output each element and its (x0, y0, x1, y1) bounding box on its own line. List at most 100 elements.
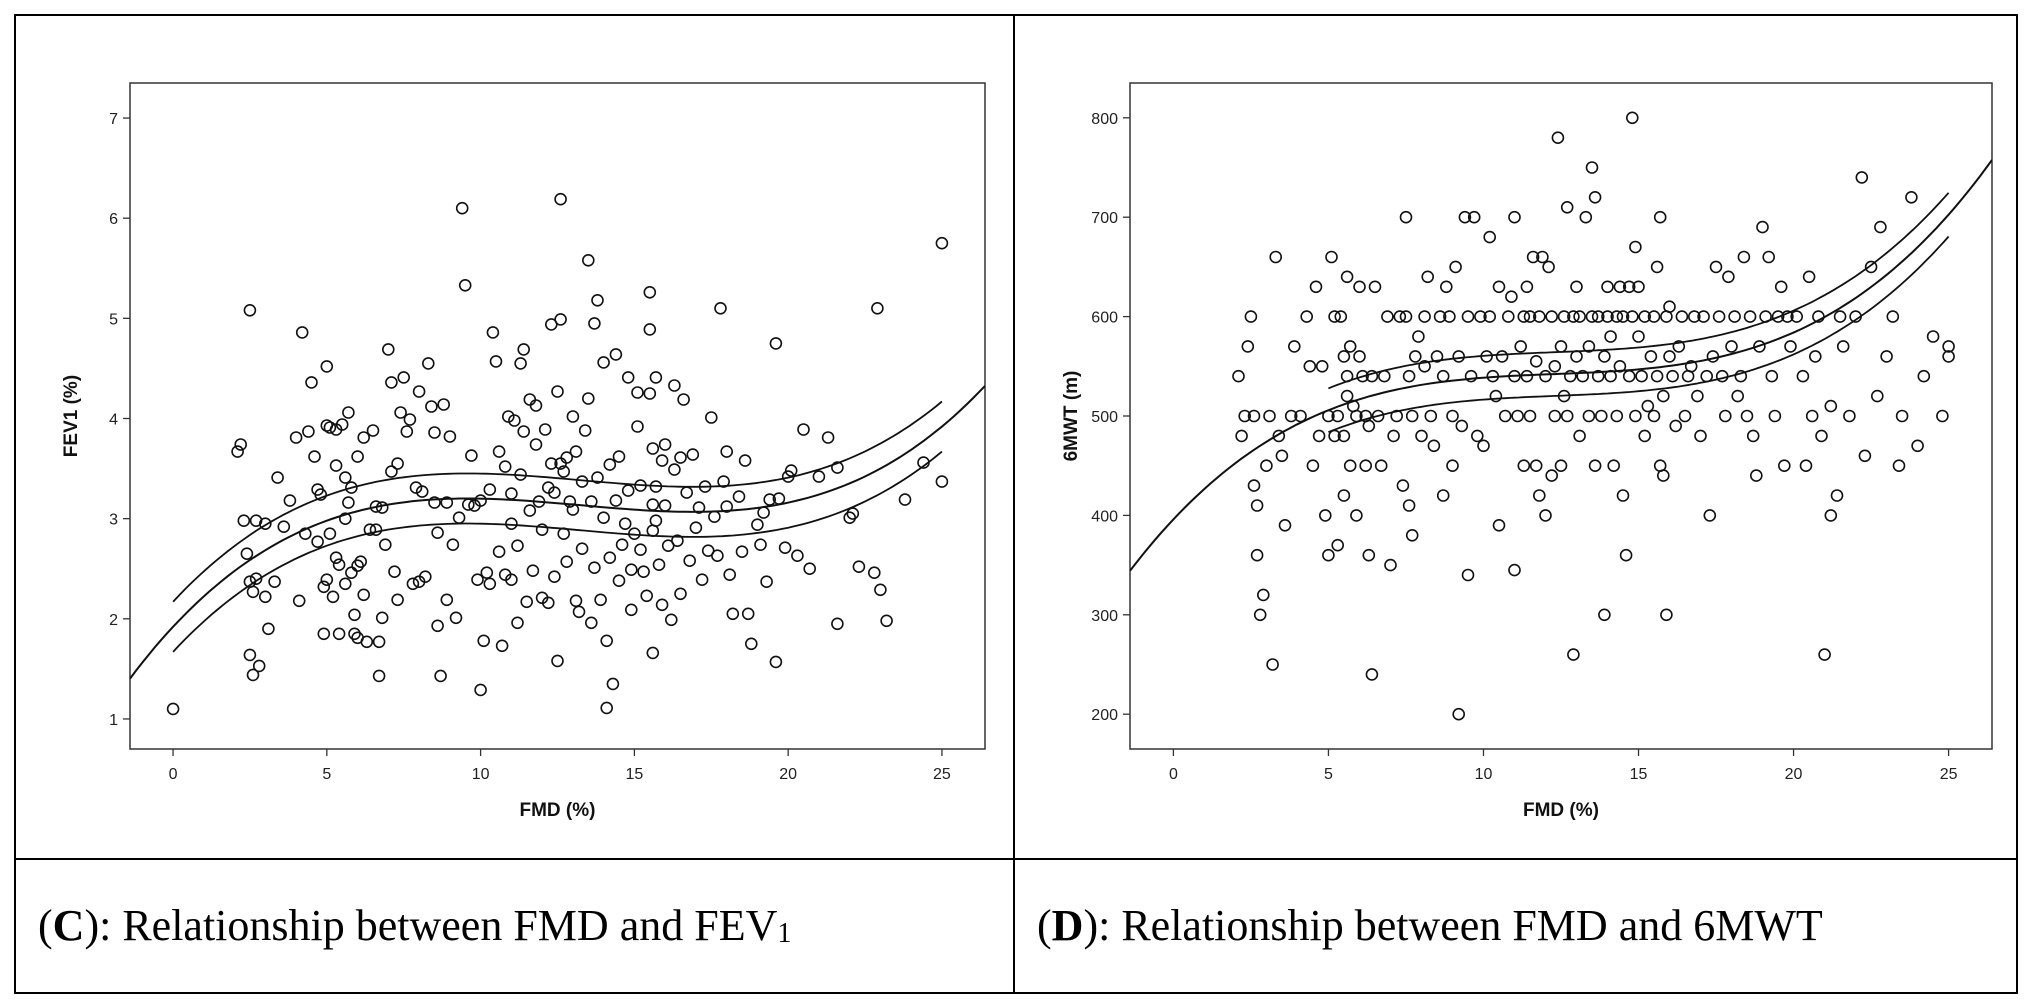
data-point (584, 495, 598, 508)
data-point (1384, 558, 1397, 572)
data-point (1418, 310, 1431, 323)
data-point (597, 356, 610, 369)
data-point (1712, 310, 1726, 323)
data-point (544, 457, 558, 470)
data-point (1337, 429, 1351, 443)
data-point (486, 326, 500, 339)
data-point (412, 385, 426, 398)
data-point (551, 654, 564, 668)
data-point (1560, 409, 1574, 423)
y-tick-label: 200 (1091, 707, 1118, 724)
data-point (1625, 111, 1639, 125)
data-point (249, 572, 263, 586)
data-point (277, 520, 291, 534)
data-point (575, 475, 589, 488)
data-point (1746, 429, 1760, 443)
data-point (1697, 310, 1710, 323)
x-tick-label: 5 (322, 766, 331, 783)
data-point (1743, 310, 1757, 323)
data-point (1622, 369, 1636, 383)
data-point (588, 561, 601, 575)
data-point (259, 590, 272, 604)
data-point (409, 481, 423, 494)
data-point (246, 585, 260, 599)
data-point (1244, 310, 1258, 323)
data-point (1715, 369, 1729, 383)
data-point (418, 570, 432, 584)
data-point (369, 523, 383, 537)
data-point (1579, 210, 1593, 224)
data-point (237, 514, 251, 528)
data-point (757, 506, 770, 519)
data-point (689, 521, 703, 535)
data-point (1247, 409, 1261, 423)
data-point (342, 406, 355, 419)
data-point (529, 438, 543, 451)
data-point (1824, 509, 1838, 522)
caption-d-open: ( (1037, 901, 1052, 950)
ci-upper-line (172, 400, 943, 603)
data-point (305, 376, 318, 389)
data-point (425, 400, 438, 413)
data-point (440, 593, 454, 607)
data-point (1539, 509, 1552, 522)
data-point (569, 594, 583, 608)
data-point (1812, 310, 1825, 323)
data-point (1942, 340, 1955, 353)
data-point (1588, 191, 1602, 204)
data-point (535, 523, 549, 537)
data-point (1666, 369, 1679, 383)
y-tick-label: 5 (109, 311, 118, 328)
data-point (1613, 280, 1627, 294)
data-point (505, 517, 518, 531)
data-point (1396, 479, 1410, 492)
data-point (329, 551, 343, 565)
data-point (295, 326, 309, 339)
data-point (246, 668, 260, 682)
data-point (1734, 369, 1748, 383)
data-point (385, 465, 398, 478)
data-point (345, 566, 358, 580)
data-point (1942, 350, 1955, 363)
data-point (1474, 310, 1487, 323)
data-point (1362, 548, 1376, 562)
data-point (1567, 648, 1580, 661)
x-tick-label: 10 (472, 766, 490, 783)
data-point (1371, 409, 1385, 423)
x-tick-label: 25 (933, 766, 951, 783)
data-point (1523, 310, 1537, 323)
data-point (1492, 518, 1506, 532)
data-point (471, 573, 484, 587)
data-point (1505, 290, 1518, 304)
data-point (1647, 310, 1661, 323)
data-point (760, 575, 773, 589)
data-point (634, 543, 647, 557)
data-point (428, 496, 441, 509)
data-point (1421, 270, 1435, 284)
data-point (1350, 509, 1363, 522)
data-point (695, 573, 709, 587)
data-point (1616, 310, 1630, 323)
data-point (831, 461, 844, 474)
data-point (458, 278, 472, 292)
data-point (1312, 429, 1326, 443)
data-point (1650, 260, 1664, 274)
data-point (1653, 210, 1667, 224)
data-point (403, 413, 417, 426)
data-point (1241, 340, 1255, 353)
data-point (1573, 310, 1586, 323)
data-point (1669, 419, 1683, 433)
data-point (1886, 310, 1900, 323)
data-point (624, 603, 638, 617)
data-point (1784, 340, 1797, 353)
data-point (1337, 350, 1351, 363)
data-point (1309, 280, 1323, 294)
data-point (1257, 588, 1270, 602)
data-point (581, 254, 595, 267)
data-point (935, 236, 949, 250)
data-point (1638, 310, 1652, 323)
data-point (348, 627, 361, 641)
data-point (1551, 131, 1565, 144)
data-point (791, 549, 804, 563)
data-point (474, 494, 487, 507)
